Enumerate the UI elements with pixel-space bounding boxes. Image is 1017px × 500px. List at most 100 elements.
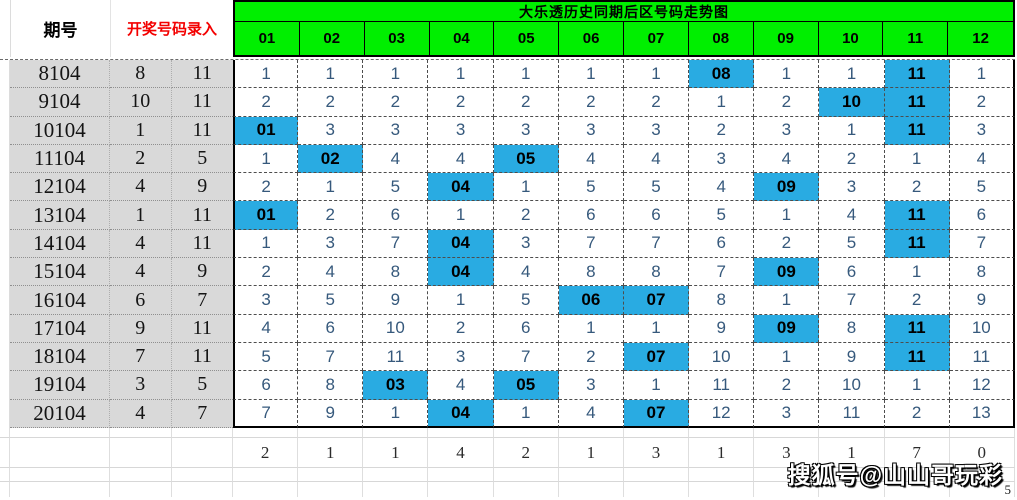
miss-cell: 2	[623, 88, 690, 117]
miss-cell: 6	[298, 314, 364, 343]
empty-cell	[171, 468, 233, 482]
left-margin-cell	[0, 201, 10, 230]
miss-cell: 4	[363, 144, 429, 174]
miss-cell: 9	[363, 286, 429, 315]
miss-cell: 1	[428, 60, 494, 89]
drawn-number-2: 11	[171, 60, 233, 89]
miss-cell: 10	[689, 342, 755, 372]
empty-cell	[233, 482, 299, 497]
empty-cell	[949, 482, 1015, 497]
empty-cell	[171, 428, 233, 438]
hit-count: 4	[428, 438, 494, 468]
hit-cell: 02	[298, 144, 364, 174]
miss-cell: 3	[298, 116, 364, 145]
miss-cell: 9	[689, 314, 755, 343]
miss-cell: 2	[949, 88, 1015, 117]
miss-cell: 4	[493, 258, 559, 287]
hit-cell: 03	[363, 371, 429, 400]
miss-cell: 9	[949, 286, 1015, 315]
empty-cell	[0, 438, 10, 468]
hit-count: 0	[949, 438, 1015, 468]
miss-cell: 6	[949, 201, 1015, 230]
miss-cell: 5	[363, 173, 429, 202]
left-margin-cell	[0, 371, 10, 400]
empty-cell	[949, 468, 1015, 482]
empty-cell	[558, 468, 624, 482]
miss-cell: 1	[819, 60, 885, 89]
hit-cell: 08	[689, 60, 755, 89]
miss-cell: 1	[493, 399, 559, 428]
miss-cell: 6	[819, 258, 885, 287]
miss-cell: 1	[558, 314, 624, 343]
empty-cell	[110, 482, 172, 497]
trend-table-body: 8104 8 11 1 1 1 1 1 1 1 08 1 1 11 1 9104 10 11 2 2 2 2 2 2 2 1 2 10…	[0, 59, 1015, 428]
left-margin-cell	[0, 88, 10, 117]
table-row: 20104 4 7 7 9 1 04 1 4 07 12 3 11 2 13	[0, 399, 1015, 428]
miss-cell: 4	[558, 144, 624, 174]
miss-cell: 4	[949, 144, 1015, 174]
miss-cell: 3	[428, 116, 494, 145]
empty-cell	[0, 468, 10, 482]
empty-cell	[428, 468, 494, 482]
miss-cell: 2	[558, 342, 624, 372]
empty-grid-row	[0, 482, 1015, 497]
miss-cell: 2	[754, 88, 820, 117]
miss-cell: 3	[623, 116, 690, 145]
left-margin-cell	[0, 399, 10, 428]
issue-number: 15104	[10, 258, 110, 287]
drawn-number-1: 1	[110, 201, 172, 230]
column-header-row: 01 02 03 04 05 06 07 08 09 10 11 12	[233, 22, 1015, 57]
miss-cell: 4	[623, 144, 690, 174]
hit-cell: 05	[493, 144, 559, 174]
miss-cell: 2	[884, 173, 950, 202]
hit-cell: 04	[428, 229, 494, 259]
miss-cell: 4	[428, 371, 494, 400]
left-margin-cell	[0, 60, 10, 89]
empty-cell	[493, 468, 559, 482]
issue-number: 20104	[10, 399, 110, 428]
miss-cell: 5	[233, 342, 299, 372]
issue-number: 14104	[10, 229, 110, 259]
drawn-number-2: 11	[171, 116, 233, 145]
left-margin-cell	[0, 116, 10, 145]
empty-cell	[110, 428, 172, 438]
empty-cell	[689, 482, 755, 497]
empty-cell	[819, 482, 885, 497]
table-row: 13104 1 11 01 2 6 1 2 6 6 5 1 4 11 6	[0, 201, 1015, 230]
table-row: 11104 2 5 1 02 4 4 05 4 4 3 4 2 1 4	[0, 144, 1015, 174]
miss-cell: 1	[233, 144, 299, 174]
empty-cell	[298, 482, 364, 497]
empty-cell	[754, 428, 820, 438]
miss-cell: 12	[689, 399, 755, 428]
miss-cell: 1	[363, 60, 429, 89]
miss-cell: 3	[754, 399, 820, 428]
issue-number: 8104	[10, 60, 110, 89]
drawn-number-1: 3	[110, 371, 172, 400]
drawn-number-1: 4	[110, 173, 172, 202]
miss-cell: 2	[884, 399, 950, 428]
miss-cell: 2	[754, 229, 820, 259]
empty-cell	[558, 482, 624, 497]
miss-cell: 8	[623, 258, 690, 287]
miss-cell: 1	[298, 60, 364, 89]
miss-cell: 7	[493, 342, 559, 372]
column-header-07: 07	[624, 22, 689, 55]
table-row: 9104 10 11 2 2 2 2 2 2 2 1 2 10 11 2	[0, 88, 1015, 117]
miss-cell: 10	[949, 314, 1015, 343]
issue-number: 12104	[10, 173, 110, 202]
miss-cell: 5	[623, 173, 690, 202]
miss-cell: 2	[493, 88, 559, 117]
miss-cell: 1	[233, 229, 299, 259]
left-margin-cell	[0, 144, 10, 174]
miss-cell: 1	[298, 173, 364, 202]
hit-count: 1	[363, 438, 429, 468]
miss-cell: 1	[689, 88, 755, 117]
miss-cell: 1	[233, 60, 299, 89]
table-row: 18104 7 11 5 7 11 3 7 2 07 10 1 9 11 11	[0, 342, 1015, 372]
chart-title: 大乐透历史同期后区号码走势图	[233, 0, 1015, 22]
column-header-02: 02	[299, 22, 365, 55]
empty-cell	[363, 428, 429, 438]
drawn-number-2: 5	[171, 371, 233, 400]
